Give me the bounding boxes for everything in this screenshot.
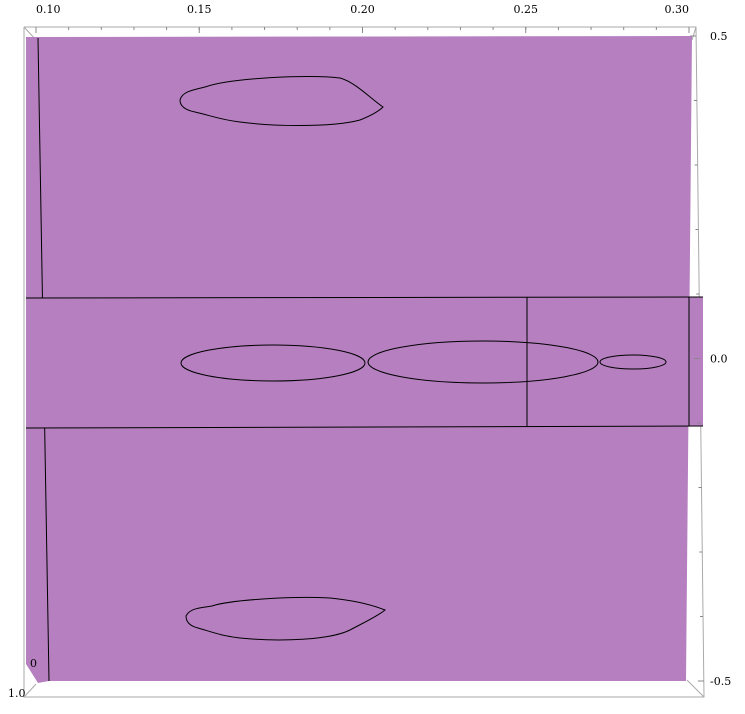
y-tick-label: 0.5 (710, 30, 728, 43)
y-tick-label: -0.5 (710, 675, 731, 688)
x-tick-label: 0.20 (350, 3, 375, 16)
x-tick-label: 0.10 (36, 3, 61, 16)
contour-lower-lobe (185, 596, 386, 641)
x-tick-label: 0.25 (514, 3, 539, 16)
contour-middle-ellipse-1 (180, 344, 366, 382)
x-axis: 0.10 0.15 0.20 0.25 0.30 (35, 3, 690, 33)
contours (179, 75, 667, 641)
contour-upper-lobe (179, 75, 384, 126)
x-tick-label: 0.15 (187, 3, 212, 16)
y-axis: 0.5 0.0 -0.5 (690, 30, 731, 688)
y-tick-label: 0.0 (710, 353, 728, 366)
z-corner-label-0: 0 (30, 657, 37, 670)
contour-middle-ellipse-3 (599, 354, 667, 370)
x-tick-label: 0.30 (665, 3, 690, 16)
plot-frame (23, 26, 705, 698)
z-corner-label-1: 1.0 (8, 687, 26, 700)
contour-middle-ellipse-2 (367, 340, 599, 384)
